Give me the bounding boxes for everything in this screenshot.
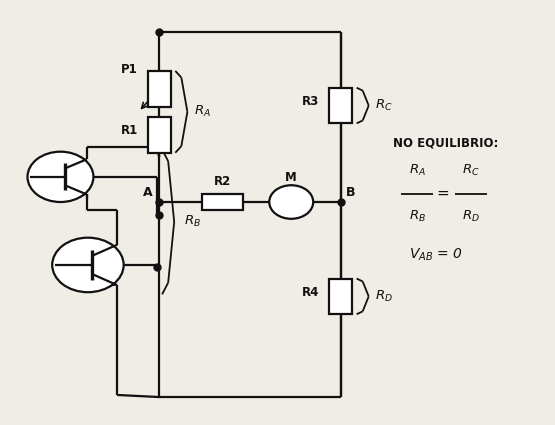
Text: $R_D$: $R_D$	[462, 209, 480, 224]
Text: NO EQUILIBRIO:: NO EQUILIBRIO:	[393, 137, 498, 150]
Bar	[148, 71, 171, 107]
Bar	[329, 278, 352, 314]
Text: $R_B$: $R_B$	[408, 209, 426, 224]
Text: $R_D$: $R_D$	[375, 289, 393, 304]
Circle shape	[28, 152, 93, 202]
Text: A: A	[143, 186, 152, 199]
Text: $R_A$: $R_A$	[408, 163, 426, 178]
Text: $R_B$: $R_B$	[184, 214, 201, 230]
Circle shape	[52, 238, 124, 292]
Text: R4: R4	[302, 286, 319, 299]
Text: R2: R2	[214, 175, 231, 187]
Text: $R_C$: $R_C$	[462, 163, 480, 178]
Text: B: B	[346, 186, 355, 199]
Text: $R_A$: $R_A$	[194, 104, 211, 119]
Text: R3: R3	[302, 95, 319, 108]
Text: P1: P1	[121, 63, 138, 76]
Text: $V_{AB}$ = 0: $V_{AB}$ = 0	[410, 246, 463, 263]
Text: $R_C$: $R_C$	[375, 98, 393, 113]
Text: =: =	[437, 186, 449, 201]
Text: R1: R1	[120, 124, 138, 137]
Bar	[202, 194, 243, 210]
Text: M: M	[285, 171, 297, 184]
Circle shape	[269, 185, 313, 219]
Bar	[148, 117, 171, 153]
Bar	[329, 88, 352, 123]
